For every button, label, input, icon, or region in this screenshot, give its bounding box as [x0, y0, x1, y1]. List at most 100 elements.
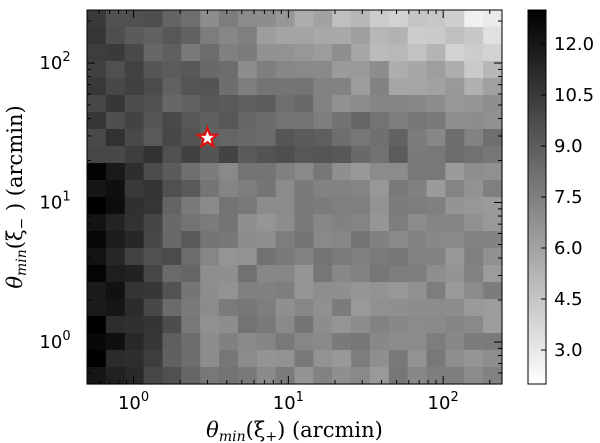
heatmap-cell	[162, 214, 182, 232]
heatmap-cell	[483, 78, 503, 96]
heatmap-cell	[181, 112, 201, 130]
heatmap-cell	[483, 95, 503, 113]
heatmap-cell	[369, 299, 390, 317]
heatmap-cell	[464, 231, 484, 249]
heatmap-cell	[219, 282, 239, 300]
heatmap-cell	[351, 44, 371, 62]
heatmap-cell	[294, 61, 314, 79]
heatmap-cell	[407, 146, 428, 164]
heatmap-cell	[369, 180, 390, 198]
heatmap-cell	[351, 197, 371, 215]
heatmap-cell	[445, 197, 465, 215]
heatmap-cell	[143, 27, 164, 45]
colorbar-tick-label: 9.0	[554, 136, 583, 157]
heatmap-cell	[143, 299, 164, 317]
heatmap-cell	[464, 180, 484, 198]
heatmap-cell	[464, 61, 484, 79]
heatmap-cell	[369, 10, 390, 28]
heatmap-cell	[332, 129, 352, 147]
heatmap-cell	[369, 197, 390, 215]
heatmap-cell	[464, 350, 484, 368]
heatmap-cell	[200, 163, 220, 181]
y-axis-ticks: 100 101 102	[39, 20, 502, 385]
heatmap-cell	[407, 231, 428, 249]
heatmap-cell	[87, 265, 107, 283]
heatmap-cell	[294, 333, 314, 351]
heatmap-cell	[369, 112, 390, 130]
heatmap-cell	[87, 333, 107, 351]
heatmap-cell	[407, 61, 428, 79]
heatmap-cell	[407, 248, 428, 266]
heatmap-cell	[105, 316, 126, 334]
heatmap-cell	[483, 316, 503, 334]
heatmap-cell	[181, 61, 201, 79]
heatmap-cell	[256, 197, 277, 215]
heatmap-cell	[256, 10, 277, 28]
heatmap-cell	[162, 265, 182, 283]
heatmap-cell	[483, 27, 503, 45]
heatmap-cell	[369, 265, 390, 283]
heatmap-cell	[369, 350, 390, 368]
heatmap-cell	[445, 61, 465, 79]
heatmap-cell	[407, 316, 428, 334]
heatmap-cell	[219, 129, 239, 147]
heatmap-cell	[181, 95, 201, 113]
heatmap-cell	[87, 180, 107, 198]
heatmap-cell	[256, 129, 277, 147]
heatmap-cell	[483, 180, 503, 198]
heatmap-cell	[369, 146, 390, 164]
heatmap-cell	[256, 44, 277, 62]
heatmap-cell	[483, 299, 503, 317]
heatmap-cell	[351, 333, 371, 351]
heatmap-cell	[219, 27, 239, 45]
heatmap-cell	[87, 248, 107, 266]
heatmap-cell	[313, 10, 333, 28]
heatmap-cell	[483, 231, 503, 249]
heatmap-cell	[275, 27, 296, 45]
heatmap-cell	[294, 129, 314, 147]
heatmap-cell	[162, 27, 182, 45]
heatmap-cell	[162, 10, 182, 28]
heatmap-cell	[445, 78, 465, 96]
heatmap-cell	[237, 367, 258, 385]
heatmap-cell	[162, 248, 182, 266]
heatmap-cell	[162, 95, 182, 113]
heatmap-cell	[313, 282, 333, 300]
heatmap-cell	[332, 61, 352, 79]
heatmap-cell	[87, 129, 107, 147]
colorbar-tick-label: 4.5	[554, 289, 583, 310]
heatmap-cell	[87, 61, 107, 79]
heatmap-cell	[200, 333, 220, 351]
heatmap-cell	[124, 10, 145, 28]
heatmap-cell	[332, 27, 352, 45]
heatmap-cell	[105, 367, 126, 385]
heatmap-cell	[426, 78, 447, 96]
heatmap-cell	[407, 367, 428, 385]
heatmap-cell	[200, 248, 220, 266]
heatmap-cell	[351, 10, 371, 28]
heatmap-cell	[388, 231, 409, 249]
heatmap-cell	[219, 146, 239, 164]
heatmap-cell	[369, 44, 390, 62]
heatmap-cell	[445, 10, 465, 28]
heatmap-cell	[237, 265, 258, 283]
heatmap-cell	[426, 146, 447, 164]
heatmap-cell	[464, 367, 484, 385]
heatmap-cell	[351, 95, 371, 113]
heatmap-cell	[162, 316, 182, 334]
heatmap-cell	[313, 197, 333, 215]
heatmap-cell	[426, 333, 447, 351]
heatmap-cell	[124, 44, 145, 62]
heatmap-cell	[105, 282, 126, 300]
heatmap-cell	[407, 10, 428, 28]
heatmap-cell	[388, 44, 409, 62]
heatmap-cell	[483, 10, 503, 28]
heatmap-cell	[407, 44, 428, 62]
heatmap-cell	[294, 78, 314, 96]
heatmap-cell	[256, 180, 277, 198]
heatmap-cell	[332, 78, 352, 96]
heatmap-cell	[162, 180, 182, 198]
x-axis-label: θmin(ξ+) (arcmin)	[206, 418, 383, 443]
heatmap-cell	[275, 163, 296, 181]
heatmap-cell	[407, 112, 428, 130]
